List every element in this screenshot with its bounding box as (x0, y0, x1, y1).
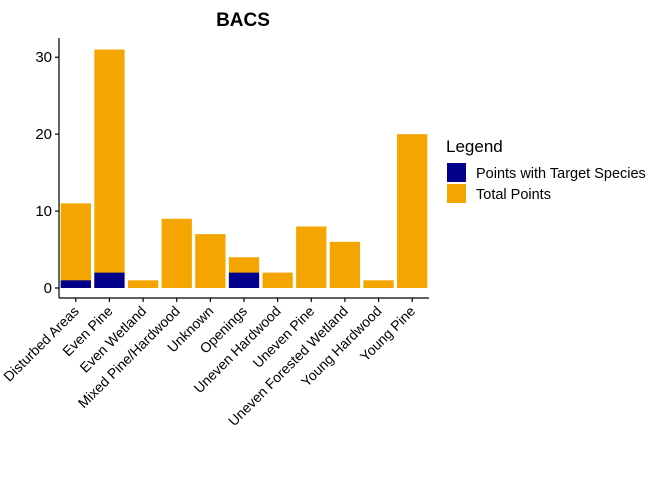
bar-total-points-3 (161, 218, 192, 288)
legend: Legend Points with Target Species Total P… (446, 137, 646, 203)
bar-target-species-1 (94, 272, 125, 288)
y-tick-label: 10 (35, 203, 52, 220)
bar-total-points-9 (363, 280, 394, 288)
legend-label: Total Points (476, 187, 551, 203)
y-tick-label: 30 (35, 49, 52, 66)
y-tick-label: 20 (35, 126, 52, 143)
bar-target-species-5 (228, 272, 260, 288)
bar-total-points-0 (60, 203, 91, 288)
bar-total-points-4 (195, 234, 226, 288)
y-tick-label: 0 (44, 280, 52, 297)
legend-swatch (447, 163, 466, 182)
bar-total-points-1 (94, 49, 125, 288)
bar-target-species-0 (60, 280, 91, 288)
y-axis-ticks: 0 10 20 30 (35, 49, 59, 297)
bar-total-points-6 (262, 272, 293, 288)
bar-total-points-10 (397, 134, 428, 288)
bar-total-points-2 (127, 280, 159, 288)
bar-total-points-8 (329, 241, 361, 288)
legend-label: Points with Target Species (476, 166, 646, 182)
legend-items: Points with Target Species Total Points (447, 163, 646, 203)
bar-total-points-7 (296, 226, 327, 288)
bars-group (60, 49, 428, 288)
legend-title: Legend (446, 137, 503, 156)
chart-title: BACS (216, 10, 270, 31)
legend-swatch (447, 184, 466, 203)
